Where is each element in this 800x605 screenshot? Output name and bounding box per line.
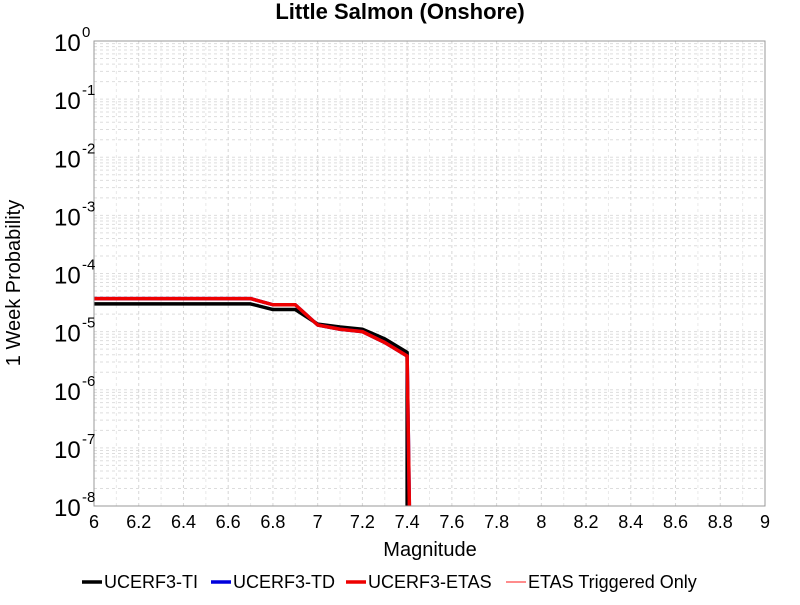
gridlines bbox=[93, 41, 766, 507]
x-tick-label: 8.8 bbox=[708, 512, 733, 532]
y-tick-base: 10 bbox=[54, 146, 81, 173]
legend-label: UCERF3-TI bbox=[104, 572, 198, 592]
y-tick-exponent: -7 bbox=[82, 431, 95, 448]
y-tick-exponent: -1 bbox=[82, 82, 95, 99]
y-axis-label: 1 Week Probability bbox=[3, 200, 25, 366]
y-tick-exponent: -3 bbox=[82, 198, 95, 215]
x-tick-labels: 6 6.2 6.4 6.6 6.8 7 7.2 7.4 7.6 7.8 8 8.2 8.4 8.6 8.8 9 bbox=[89, 512, 770, 532]
x-tick-label: 6.6 bbox=[216, 512, 241, 532]
y-tick-exponent: -8 bbox=[82, 489, 95, 506]
legend-item: UCERF3-TI bbox=[82, 572, 198, 592]
series-lines bbox=[94, 296, 412, 507]
y-tick-exponent: 0 bbox=[82, 24, 90, 41]
x-axis-label: Magnitude bbox=[383, 539, 476, 561]
x-tick-label: 7.8 bbox=[484, 512, 509, 532]
x-tick-label: 8.4 bbox=[618, 512, 643, 532]
y-tick-exponent: -5 bbox=[82, 315, 95, 332]
legend-item: UCERF3-TD bbox=[211, 572, 335, 592]
y-tick-base: 10 bbox=[54, 321, 81, 348]
y-tick-exponent: -2 bbox=[82, 140, 95, 157]
y-tick-base: 10 bbox=[54, 88, 81, 115]
x-tick-label: 8.6 bbox=[663, 512, 688, 532]
x-tick-label: 7 bbox=[313, 512, 323, 532]
legend-label: ETAS Triggered Only bbox=[528, 572, 697, 592]
x-tick-label: 8 bbox=[536, 512, 546, 532]
y-tick-exponent: -4 bbox=[82, 257, 95, 274]
x-tick-label: 6 bbox=[89, 512, 99, 532]
y-tick-exponent: -6 bbox=[82, 373, 95, 390]
y-tick-base: 10 bbox=[54, 379, 81, 406]
series-line-ucerf3-etas bbox=[94, 296, 412, 507]
y-tick-label: 10 -4 bbox=[54, 257, 95, 290]
y-tick-label: 10 -7 bbox=[54, 431, 95, 464]
x-tick-label: 8.2 bbox=[574, 512, 599, 532]
y-tick-label: 10 -5 bbox=[54, 315, 95, 348]
x-tick-label: 6.2 bbox=[126, 512, 151, 532]
y-tick-base: 10 bbox=[54, 263, 81, 290]
x-tick-label: 7.2 bbox=[350, 512, 375, 532]
legend-item: UCERF3-ETAS bbox=[346, 572, 492, 592]
y-tick-label: 10 -8 bbox=[54, 489, 95, 522]
x-tick-label: 6.4 bbox=[171, 512, 196, 532]
x-tick-label: 7.6 bbox=[439, 512, 464, 532]
x-tick-label: 9 bbox=[760, 512, 770, 532]
series-line-ucerf3-ti bbox=[94, 302, 409, 506]
y-tick-base: 10 bbox=[54, 437, 81, 464]
y-tick-label: 10 -1 bbox=[54, 82, 95, 115]
x-tick-label: 6.8 bbox=[260, 512, 285, 532]
y-tick-label: 10 -2 bbox=[54, 140, 95, 173]
y-tick-label: 10 -6 bbox=[54, 373, 95, 406]
chart-title: Little Salmon (Onshore) bbox=[275, 0, 524, 24]
legend-item: ETAS Triggered Only bbox=[506, 572, 697, 592]
y-tick-base: 10 bbox=[54, 204, 81, 231]
legend: UCERF3-TI UCERF3-TD UCERF3-ETAS ETAS Trigge… bbox=[82, 572, 697, 592]
legend-label: UCERF3-ETAS bbox=[368, 572, 492, 592]
legend-label: UCERF3-TD bbox=[233, 572, 335, 592]
y-tick-label: 10 -3 bbox=[54, 198, 95, 231]
x-tick-label: 7.4 bbox=[395, 512, 420, 532]
y-tick-base: 10 bbox=[54, 495, 81, 522]
y-tick-base: 10 bbox=[54, 30, 81, 57]
plot-frame bbox=[93, 40, 766, 507]
y-tick-label: 10 0 bbox=[54, 24, 90, 57]
